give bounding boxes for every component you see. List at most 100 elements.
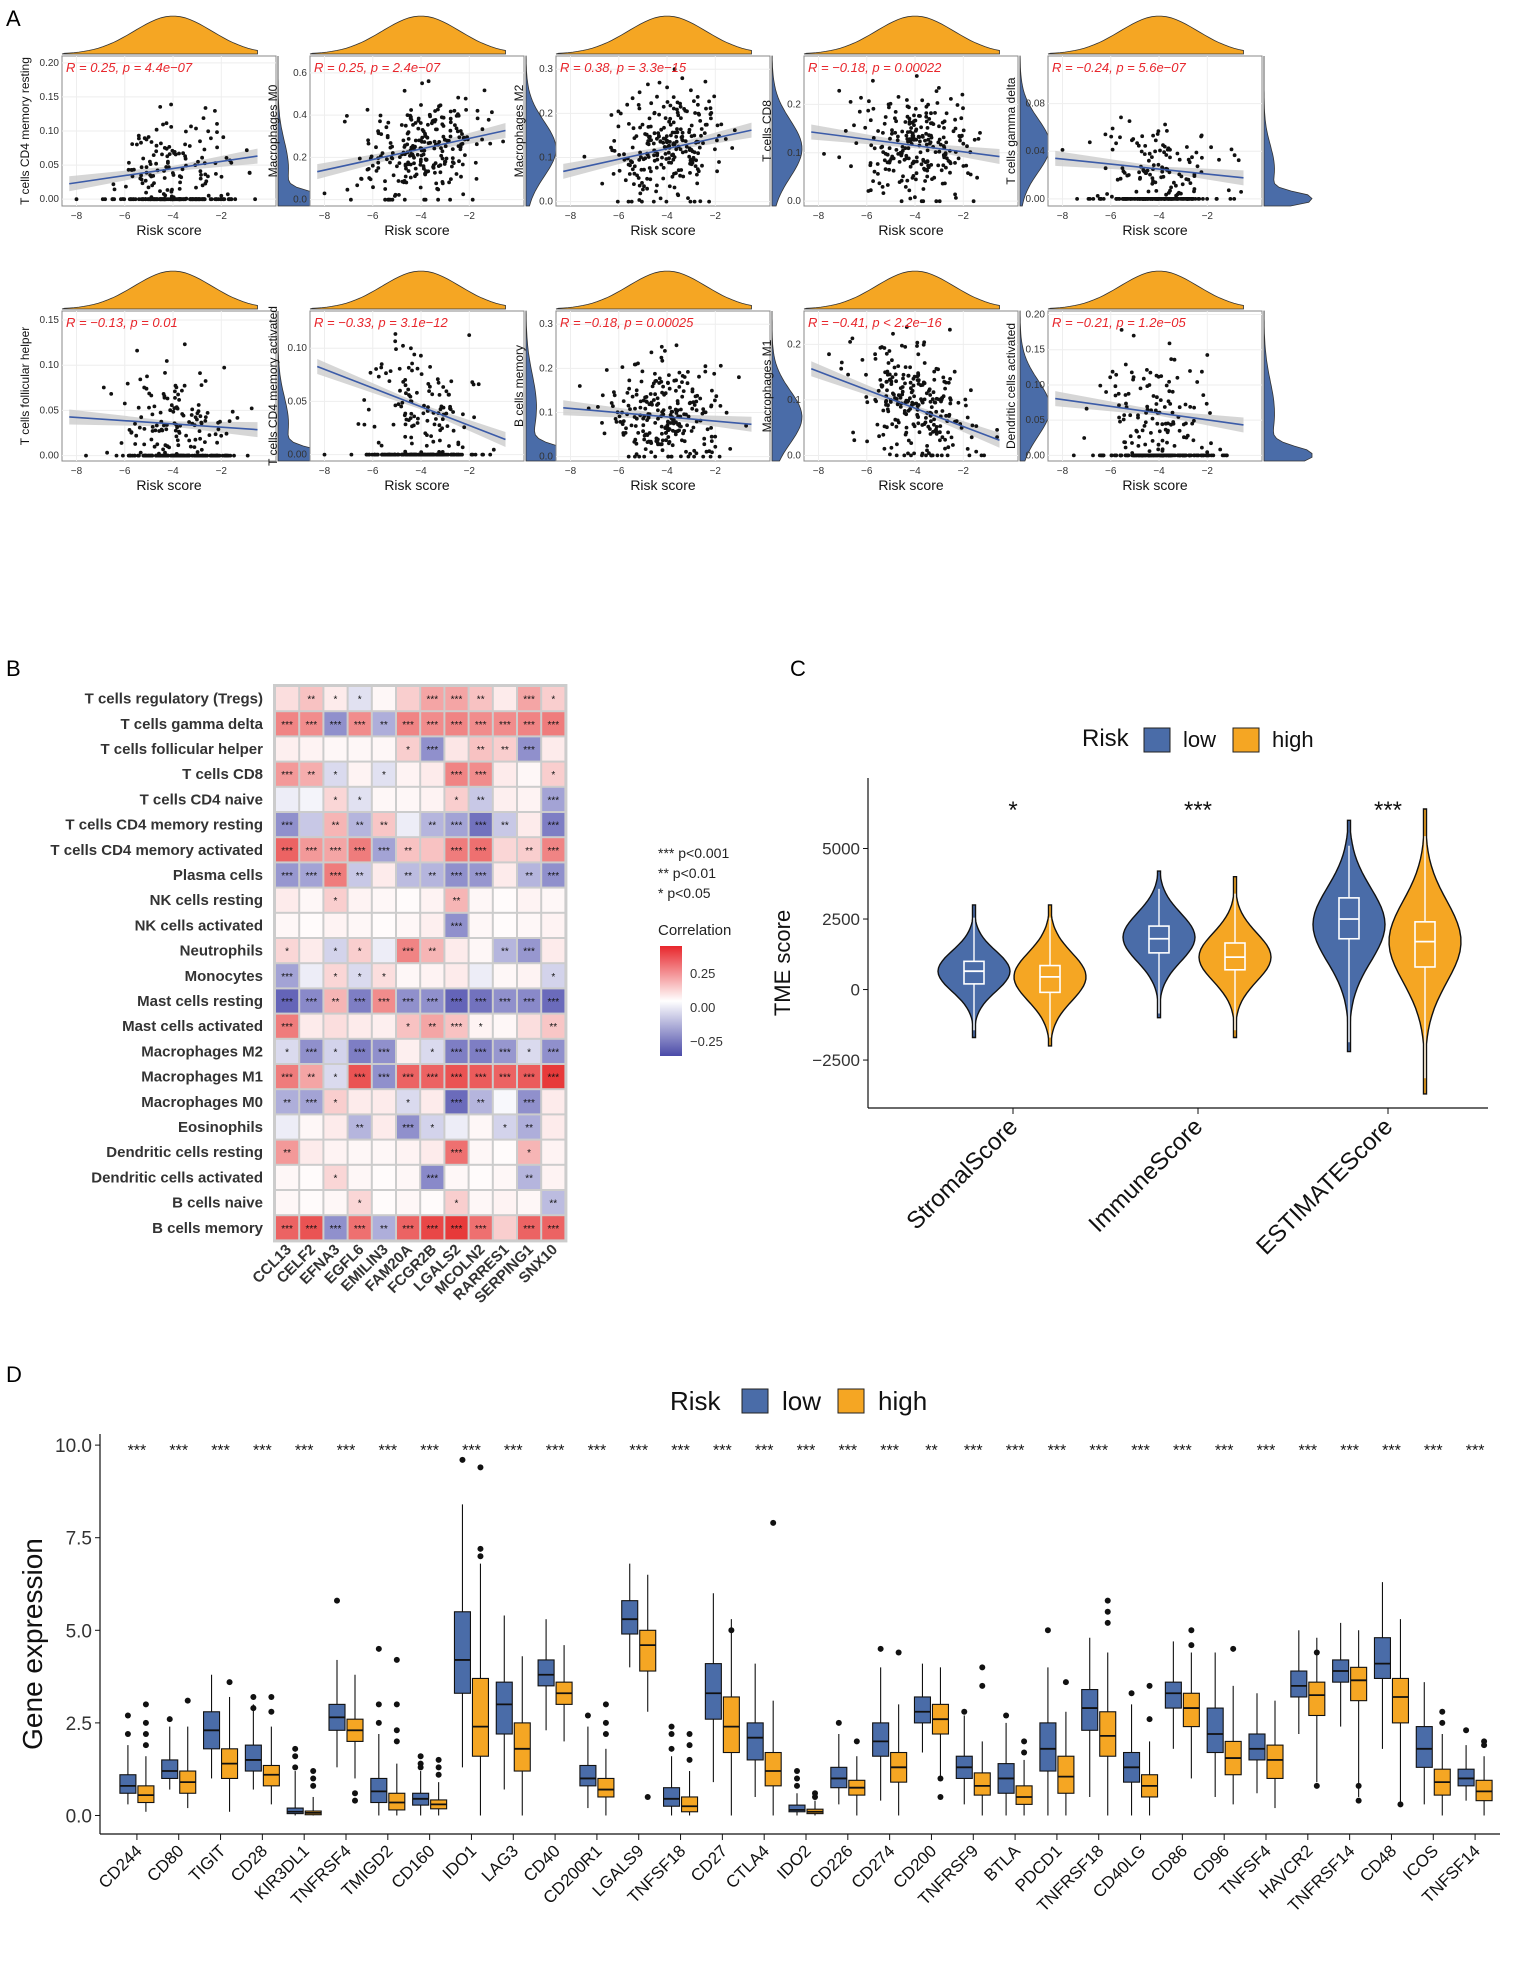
scatter-point [194, 185, 198, 190]
scatter-point [679, 454, 683, 459]
heatmap-cell [518, 737, 541, 761]
scatter-point [228, 453, 233, 458]
scatter-point [1160, 422, 1165, 427]
scatter-point [162, 197, 167, 202]
correlation-stat: R = −0.33, p = 3.1e−12 [314, 315, 448, 330]
scatter-point [659, 355, 664, 360]
scatter-point [881, 131, 885, 135]
scatter-point [448, 407, 453, 412]
heatmap-cell [300, 964, 323, 988]
scatter-point [150, 429, 155, 433]
scatter-point [660, 358, 665, 363]
scatter-point [666, 150, 671, 155]
scatter-point [642, 454, 647, 459]
scatter-point [649, 350, 654, 355]
y-tick-label: 2.5 [66, 1714, 92, 1735]
heatmap-cell [372, 1140, 395, 1164]
heatmap-star: * [406, 745, 410, 756]
box-outlier [166, 1716, 173, 1723]
scatter-point [925, 168, 930, 173]
box-outlier [1021, 1749, 1028, 1756]
scatter-point [413, 144, 417, 149]
scatter-point [942, 119, 947, 124]
scatter-point [169, 403, 174, 408]
scatter-point [685, 109, 689, 114]
x-tick-label: −4 [167, 466, 179, 477]
box-high [137, 1785, 155, 1804]
scatter-point [374, 367, 378, 371]
significance-legend-item: ** p<0.01 [658, 865, 716, 881]
heatmap-cell [469, 964, 492, 988]
heatmap-star: * [527, 1047, 531, 1058]
scatter-point [664, 134, 669, 139]
x-axis-label: Risk score [878, 222, 944, 238]
significance-stars: *** [1424, 1443, 1443, 1460]
scatter-point [621, 399, 626, 403]
scatter-point [1108, 375, 1113, 380]
heatmap-row-label: T cells CD4 memory resting [65, 817, 263, 834]
scatter-point [412, 352, 417, 357]
scatter-point [1205, 450, 1210, 454]
y-tick-label: 0.00 [1026, 194, 1046, 205]
heatmap-cell [493, 1065, 516, 1089]
scatter-point [890, 131, 894, 136]
box-outlier [352, 1790, 358, 1797]
scatter-point [958, 138, 962, 143]
scatter-point [419, 157, 423, 162]
scatter-point [426, 405, 430, 409]
scatter-point [876, 129, 880, 133]
scatter-point [440, 181, 445, 186]
heatmap-cell [324, 838, 347, 862]
scatter-point [869, 143, 874, 148]
scatter-point [643, 447, 648, 451]
x-density-curve [803, 270, 1000, 310]
box-high [597, 1777, 615, 1798]
scatter-point [908, 380, 913, 385]
scatter-point [901, 174, 905, 179]
scatter-point [457, 135, 462, 140]
heatmap-cell [469, 787, 492, 811]
scatter-point [438, 170, 443, 175]
scatter-point [384, 371, 388, 376]
y-tick-label: 5000 [822, 840, 860, 859]
scatter-point [631, 126, 636, 131]
scatter-point [713, 398, 717, 403]
scatter-point [646, 139, 651, 143]
heatmap-star: * [406, 1022, 410, 1033]
heatmap-cell [397, 913, 420, 937]
heatmap-star: *** [281, 871, 293, 882]
scatter-point [365, 452, 369, 457]
scatter-point [1188, 181, 1193, 186]
scatter-point [865, 439, 869, 444]
scatter-point [376, 452, 380, 457]
scatter-point [927, 451, 931, 455]
heatmap-star: * [334, 1047, 338, 1058]
scatter-point [139, 415, 144, 420]
scatter-point [450, 164, 454, 169]
heatmap-star: ** [428, 821, 436, 832]
scatter-point [388, 141, 393, 145]
scatter-point [661, 384, 665, 389]
scatter-point [1192, 174, 1197, 179]
scatter-point [657, 134, 661, 139]
y-tick-label: 10.0 [55, 1436, 92, 1457]
scatter-point [203, 379, 208, 383]
scatter-point [918, 150, 923, 155]
scatter-point [694, 419, 699, 424]
scatter-point [675, 401, 680, 406]
y-axis-label: B cells memory [512, 345, 526, 427]
x-tick-label: −8 [1057, 466, 1069, 477]
scatter-point [637, 158, 642, 162]
scatter-point [653, 421, 658, 425]
scatter-point [655, 94, 659, 99]
scatter-point [872, 169, 877, 174]
heatmap-row-label: Macrophages M1 [141, 1069, 263, 1086]
scatter-point [893, 372, 898, 377]
scatter-point [639, 379, 644, 384]
scatter-point [1158, 398, 1163, 402]
scatter-point [1131, 375, 1136, 379]
scatter-point [963, 397, 968, 402]
scatter-point [182, 342, 187, 347]
heatmap-star: * [358, 795, 362, 806]
scatter-point [903, 345, 908, 349]
